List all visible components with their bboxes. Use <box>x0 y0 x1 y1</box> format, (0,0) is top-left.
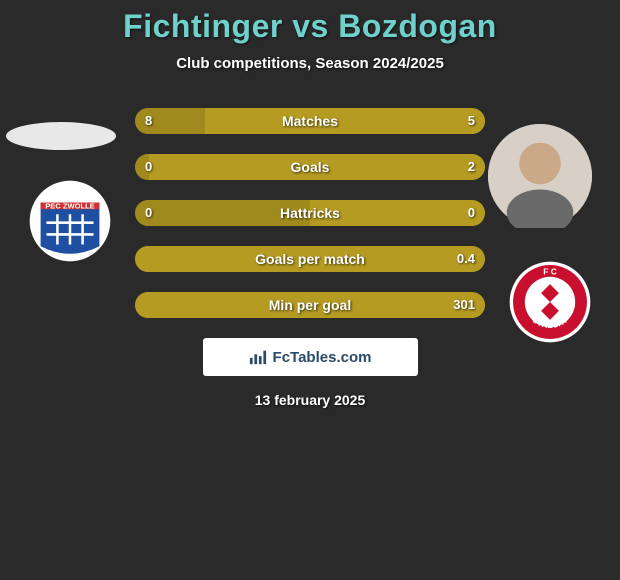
stat-value-right: 301 <box>453 292 475 318</box>
stat-label: Matches <box>135 108 485 134</box>
pec-zwolle-badge-icon: PEC ZWOLLE <box>28 179 112 263</box>
stat-value-right: 5 <box>468 108 475 134</box>
stat-label: Goals <box>135 154 485 180</box>
stat-label: Min per goal <box>135 292 485 318</box>
stat-row: 0Goals2 <box>135 154 485 180</box>
stat-value-right: 2 <box>468 154 475 180</box>
stat-row: 0Hattricks0 <box>135 200 485 226</box>
page-title: Fichtinger vs Bozdogan <box>0 0 620 45</box>
stat-label: Goals per match <box>135 246 485 272</box>
stat-value-right: 0.4 <box>457 246 475 272</box>
player2-club-badge: F C UTRECHT <box>508 260 592 344</box>
stat-row: 8Matches5 <box>135 108 485 134</box>
stat-row: Goals per match0.4 <box>135 246 485 272</box>
player2-avatar <box>488 124 592 228</box>
bar-chart-icon <box>249 348 267 366</box>
title-player1: Fichtinger <box>123 8 283 44</box>
brand-text: FcTables.com <box>273 349 372 366</box>
svg-text:F C: F C <box>543 266 557 276</box>
player1-avatar <box>6 122 116 150</box>
brand-box: FcTables.com <box>203 338 418 376</box>
stats-container: 8Matches50Goals20Hattricks0Goals per mat… <box>135 108 485 318</box>
stat-value-right: 0 <box>468 200 475 226</box>
player1-club-badge: PEC ZWOLLE <box>28 179 112 263</box>
title-player2: Bozdogan <box>338 8 497 44</box>
footer-date: 13 february 2025 <box>0 392 620 408</box>
subtitle: Club competitions, Season 2024/2025 <box>0 55 620 72</box>
stat-row: Min per goal301 <box>135 292 485 318</box>
title-vs: vs <box>292 8 329 44</box>
stat-label: Hattricks <box>135 200 485 226</box>
person-silhouette-icon <box>488 124 592 228</box>
svg-text:PEC ZWOLLE: PEC ZWOLLE <box>45 201 94 210</box>
fc-utrecht-badge-icon: F C UTRECHT <box>508 260 592 344</box>
